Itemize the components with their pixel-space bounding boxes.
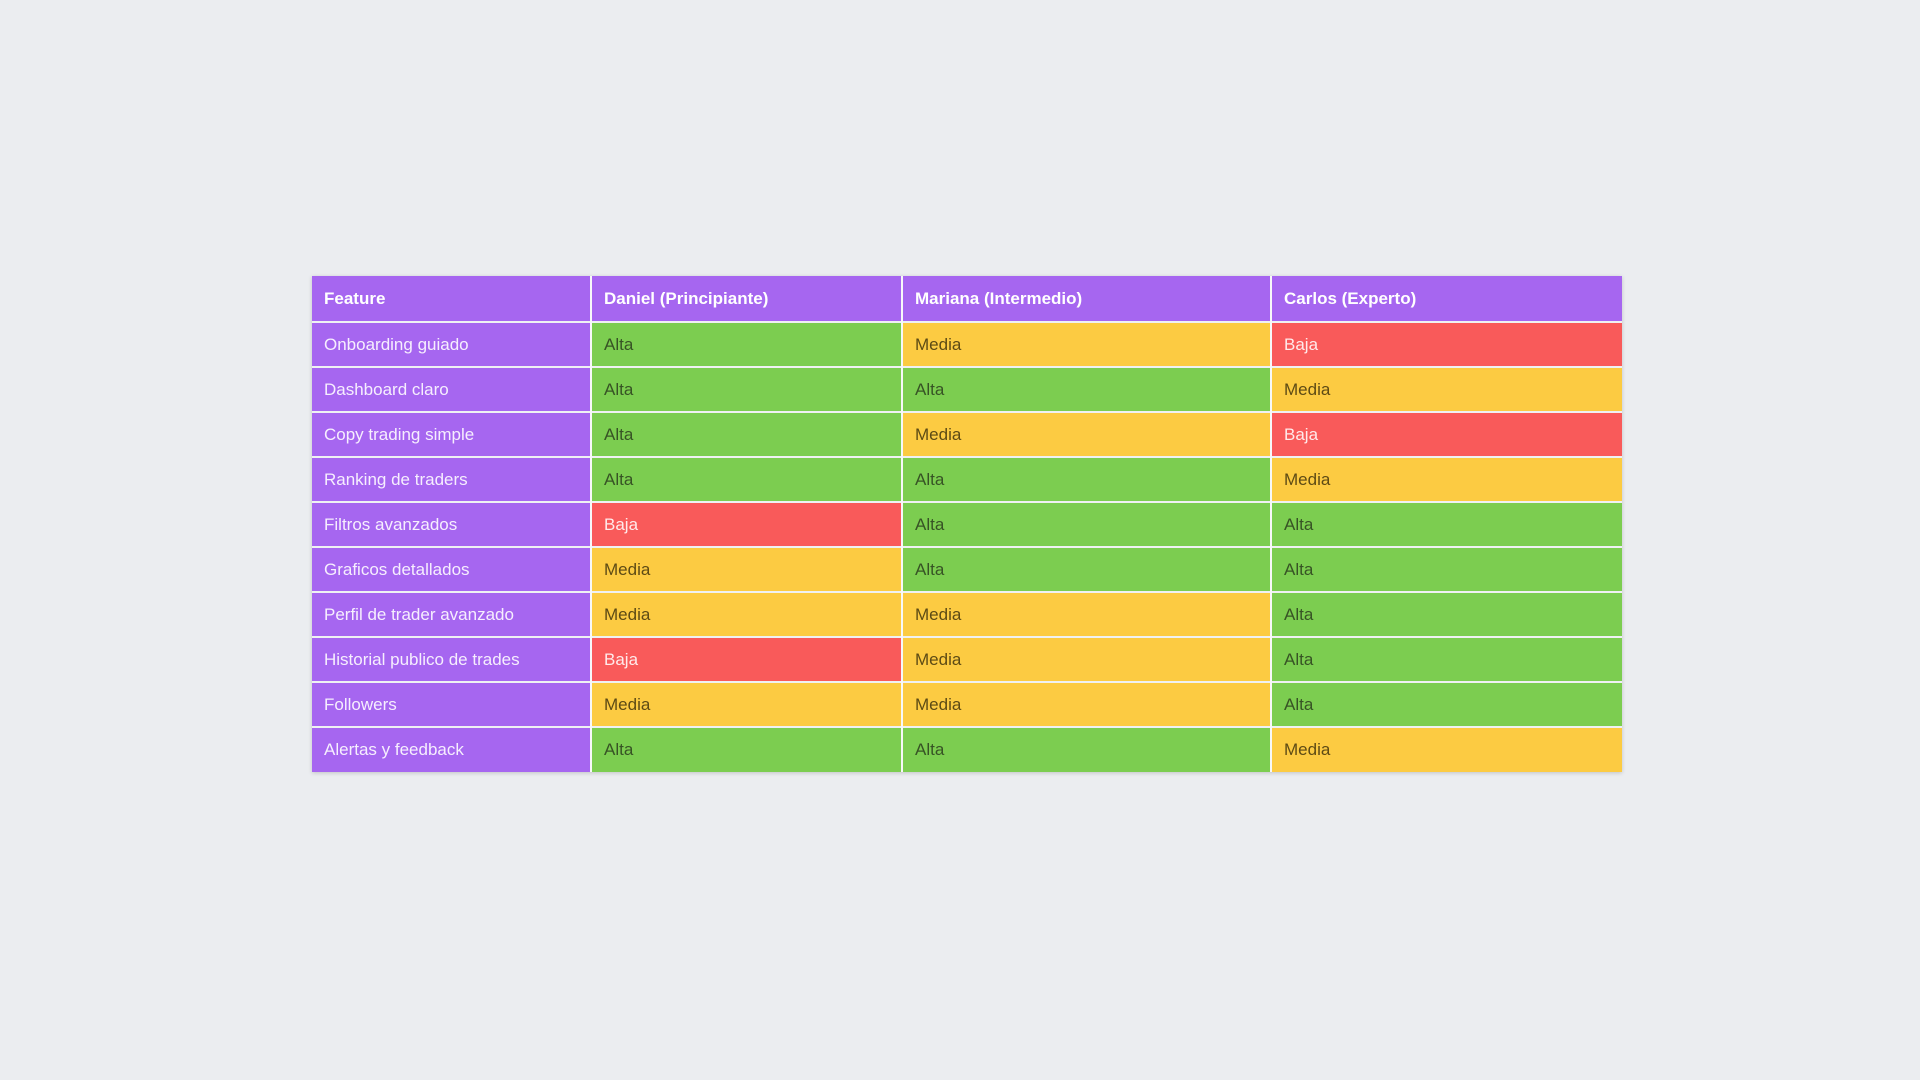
priority-cell-daniel: Alta	[590, 726, 902, 772]
priority-cell-mariana: Media	[901, 591, 1271, 637]
feature-name-cell: Ranking de traders	[312, 456, 591, 502]
priority-cell-mariana: Media	[901, 681, 1271, 727]
feature-name-cell: Filtros avanzados	[312, 501, 591, 547]
priority-cell-mariana: Alta	[901, 546, 1271, 592]
priority-matrix-table: Feature Daniel (Principiante) Mariana (I…	[312, 276, 1622, 772]
priority-cell-carlos: Baja	[1270, 411, 1622, 457]
column-header-mariana: Mariana (Intermedio)	[901, 276, 1271, 322]
priority-cell-daniel: Alta	[590, 411, 902, 457]
table-row: Graficos detallados Media Alta Alta	[312, 546, 1622, 592]
priority-cell-carlos: Alta	[1270, 501, 1622, 547]
priority-cell-mariana: Media	[901, 321, 1271, 367]
table-row: Alertas y feedback Alta Alta Media	[312, 726, 1622, 772]
priority-cell-mariana: Alta	[901, 501, 1271, 547]
table-row: Dashboard claro Alta Alta Media	[312, 366, 1622, 412]
feature-name-cell: Dashboard claro	[312, 366, 591, 412]
feature-name-cell: Historial publico de trades	[312, 636, 591, 682]
priority-cell-carlos: Alta	[1270, 591, 1622, 637]
priority-cell-mariana: Alta	[901, 366, 1271, 412]
table-header: Feature Daniel (Principiante) Mariana (I…	[312, 276, 1622, 322]
priority-cell-daniel: Alta	[590, 456, 902, 502]
table-body: Onboarding guiado Alta Media Baja Dashbo…	[312, 321, 1622, 772]
table-row: Filtros avanzados Baja Alta Alta	[312, 501, 1622, 547]
priority-cell-carlos: Alta	[1270, 636, 1622, 682]
priority-cell-daniel: Alta	[590, 366, 902, 412]
priority-cell-daniel: Alta	[590, 321, 902, 367]
feature-name-cell: Alertas y feedback	[312, 726, 591, 772]
priority-cell-carlos: Alta	[1270, 546, 1622, 592]
column-header-feature: Feature	[312, 276, 591, 322]
table-row: Historial publico de trades Baja Media A…	[312, 636, 1622, 682]
feature-name-cell: Onboarding guiado	[312, 321, 591, 367]
table-row: Copy trading simple Alta Media Baja	[312, 411, 1622, 457]
priority-cell-mariana: Alta	[901, 456, 1271, 502]
priority-cell-daniel: Media	[590, 546, 902, 592]
table-row: Onboarding guiado Alta Media Baja	[312, 321, 1622, 367]
feature-name-cell: Followers	[312, 681, 591, 727]
priority-cell-daniel: Media	[590, 591, 902, 637]
feature-name-cell: Graficos detallados	[312, 546, 591, 592]
priority-cell-mariana: Alta	[901, 726, 1271, 772]
feature-name-cell: Copy trading simple	[312, 411, 591, 457]
column-header-carlos: Carlos (Experto)	[1270, 276, 1622, 322]
feature-name-cell: Perfil de trader avanzado	[312, 591, 591, 637]
priority-cell-carlos: Media	[1270, 726, 1622, 772]
table-row: Ranking de traders Alta Alta Media	[312, 456, 1622, 502]
priority-cell-daniel: Baja	[590, 636, 902, 682]
column-header-daniel: Daniel (Principiante)	[590, 276, 902, 322]
table-row: Followers Media Media Alta	[312, 681, 1622, 727]
priority-cell-mariana: Media	[901, 636, 1271, 682]
priority-matrix: Feature Daniel (Principiante) Mariana (I…	[312, 276, 1622, 772]
priority-cell-carlos: Media	[1270, 456, 1622, 502]
table-row: Perfil de trader avanzado Media Media Al…	[312, 591, 1622, 637]
priority-cell-daniel: Media	[590, 681, 902, 727]
priority-cell-mariana: Media	[901, 411, 1271, 457]
header-row: Feature Daniel (Principiante) Mariana (I…	[312, 276, 1622, 322]
priority-cell-carlos: Alta	[1270, 681, 1622, 727]
priority-cell-carlos: Baja	[1270, 321, 1622, 367]
priority-cell-carlos: Media	[1270, 366, 1622, 412]
priority-cell-daniel: Baja	[590, 501, 902, 547]
